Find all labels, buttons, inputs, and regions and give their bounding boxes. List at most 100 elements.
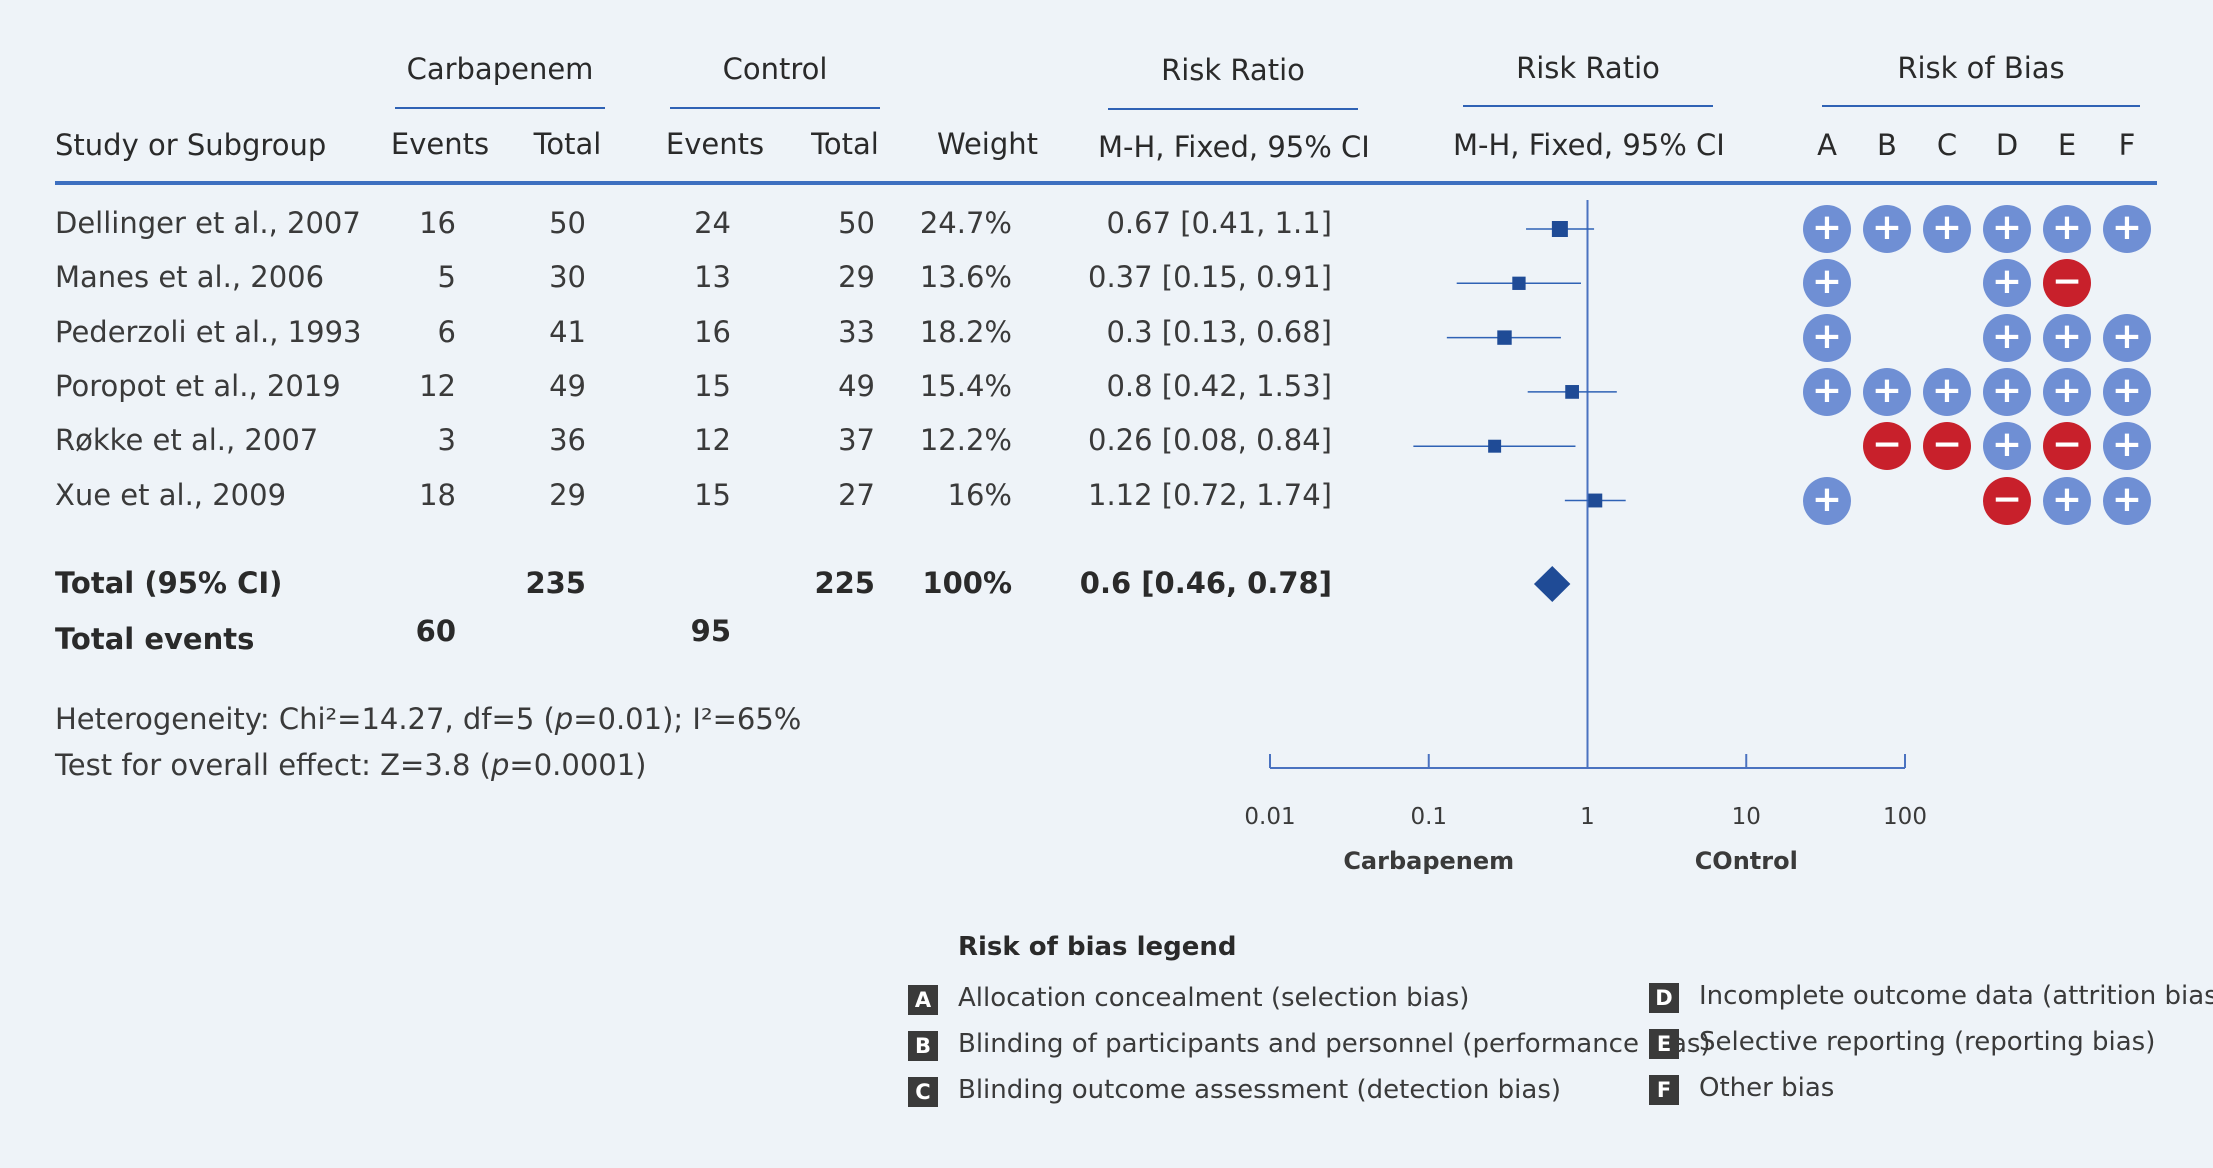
header-rule — [55, 181, 2157, 185]
low-risk-icon: + — [1803, 476, 1851, 525]
high-risk-icon: − — [1923, 422, 1971, 471]
ctl-events-cell: 16 — [694, 314, 731, 349]
ctl-events-cell: 12 — [694, 423, 731, 458]
ci-text-cell: 0.8 [0.42, 1.53] — [1106, 368, 1332, 403]
low-risk-icon: + — [2103, 313, 2151, 362]
low-risk-icon: + — [1983, 422, 2031, 471]
total-ci-text: 0.6 [0.46, 0.78] — [1079, 566, 1332, 600]
low-risk-icon: + — [1983, 259, 2031, 308]
exp-total-cell: 29 — [549, 477, 586, 512]
risk-of-bias-header: Risk of Bias — [1897, 51, 2065, 85]
low-risk-icon: + — [2043, 367, 2091, 416]
legend-key-b: B — [908, 1031, 938, 1061]
study-marker — [1551, 221, 1568, 237]
exp-events-header: Events — [390, 127, 490, 161]
rob-column-c: C — [1936, 128, 1958, 162]
legend-text-d: Incomplete outcome data (attrition bias) — [1699, 981, 2213, 1011]
ctl-total-cell: 27 — [838, 477, 875, 512]
x-tick-label: 100 — [1883, 804, 1927, 830]
total-events-ctl: 95 — [690, 614, 731, 648]
rob-column-a: A — [1817, 128, 1837, 162]
ctl-events-cell: 15 — [694, 477, 731, 512]
weight-cell: 18.2% — [919, 314, 1012, 349]
low-risk-icon: + — [1803, 367, 1851, 416]
high-risk-icon: − — [1863, 422, 1911, 471]
ci-text-cell: 0.67 [0.41, 1.1] — [1106, 206, 1332, 240]
study-marker — [1565, 385, 1579, 399]
ci-text-cell: 0.3 [0.13, 0.68] — [1106, 314, 1332, 349]
exp-total-header: Total — [533, 127, 602, 161]
ctl-events-cell: 15 — [694, 368, 731, 403]
ci-text-cell: 0.26 [0.08, 0.84] — [1088, 423, 1332, 458]
carbapenem-group-header: Carbapenem — [406, 52, 594, 86]
rr-method-header-left: M-H, Fixed, 95% CI — [1098, 130, 1370, 164]
legend-key-e: E — [1649, 1029, 1679, 1059]
exp-total-cell: 50 — [549, 206, 586, 240]
rob-column-d: D — [1995, 128, 2019, 162]
exp-events-cell: 5 — [437, 260, 456, 295]
total-exp-total: 235 — [525, 566, 586, 600]
rr-method-header-right: M-H, Fixed, 95% CI — [1453, 128, 1725, 162]
low-risk-icon: + — [1983, 367, 2031, 416]
ctl-total-cell: 50 — [838, 206, 875, 240]
low-risk-icon: + — [1983, 313, 2031, 362]
carbapenem-underline — [395, 107, 605, 109]
legend-key-c: C — [908, 1077, 938, 1107]
legend-title: Risk of bias legend — [958, 932, 1237, 962]
control-group-header: Control — [722, 52, 828, 86]
total-events-exp: 60 — [415, 614, 456, 648]
legend-key-d: D — [1649, 983, 1679, 1013]
exp-events-cell: 16 — [419, 206, 456, 240]
exp-events-cell: 3 — [437, 423, 456, 458]
weight-cell: 15.4% — [919, 368, 1012, 403]
study-marker — [1497, 330, 1512, 345]
rob-column-e: E — [2057, 128, 2077, 162]
study-marker — [1512, 276, 1526, 290]
low-risk-icon: + — [2103, 476, 2151, 525]
low-risk-icon: + — [1923, 205, 1971, 253]
study-name: Manes et al., 2006 — [55, 260, 325, 295]
ctl-total-cell: 49 — [838, 368, 875, 403]
weight-cell: 13.6% — [919, 260, 1012, 295]
legend-text-b: Blinding of participants and personnel (… — [958, 1029, 1711, 1059]
total-ctl-total: 225 — [814, 566, 875, 600]
low-risk-icon: + — [1983, 205, 2031, 253]
high-risk-icon: − — [2043, 259, 2091, 308]
weight-header: Weight — [936, 127, 1039, 161]
risk-ratio-underline-right — [1463, 105, 1713, 107]
overall-effect-text: Test for overall effect: Z=3.8 (p=0.0001… — [55, 748, 647, 782]
legend-key-f: F — [1649, 1075, 1679, 1105]
low-risk-icon: + — [1923, 367, 1971, 416]
weight-cell: 12.2% — [919, 423, 1012, 458]
risk-ratio-header-right: Risk Ratio — [1516, 51, 1660, 85]
low-risk-icon: + — [2103, 422, 2151, 471]
ctl-events-cell: 13 — [694, 260, 731, 295]
rob-column-f: F — [2118, 128, 2136, 162]
study-name: Dellinger et al., 2007 — [55, 206, 361, 240]
study-column-header: Study or Subgroup — [55, 128, 327, 162]
low-risk-icon: + — [1803, 259, 1851, 308]
low-risk-icon: + — [1863, 205, 1911, 253]
exp-events-cell: 18 — [419, 477, 456, 512]
risk-of-bias-underline — [1822, 105, 2140, 107]
total-weight: 100% — [922, 566, 1012, 600]
legend-text-e: Selective reporting (reporting bias) — [1699, 1027, 2156, 1057]
risk-ratio-header-left: Risk Ratio — [1161, 53, 1305, 87]
study-name: Pederzoli et al., 1993 — [55, 314, 362, 349]
low-risk-icon: + — [2103, 205, 2151, 253]
exp-total-cell: 30 — [549, 260, 586, 295]
favours-left-label: Carbapenem — [1343, 847, 1514, 875]
ctl-total-header: Total — [811, 127, 879, 161]
risk-ratio-underline-left — [1108, 108, 1358, 110]
low-risk-icon: + — [2043, 313, 2091, 362]
exp-total-cell: 36 — [549, 423, 586, 458]
low-risk-icon: + — [2043, 476, 2091, 525]
x-tick-label: 0.01 — [1244, 804, 1295, 830]
heterogeneity-text: Heterogeneity: Chi²=14.27, df=5 (p=0.01)… — [55, 702, 802, 736]
exp-total-cell: 49 — [549, 368, 586, 403]
x-tick-label: 0.1 — [1410, 804, 1447, 830]
legend-text-a: Allocation concealment (selection bias) — [958, 983, 1470, 1013]
legend-text-c: Blinding outcome assessment (detection b… — [958, 1075, 1562, 1105]
weight-cell: 24.7% — [919, 206, 1012, 240]
weight-cell: 16% — [947, 477, 1012, 512]
